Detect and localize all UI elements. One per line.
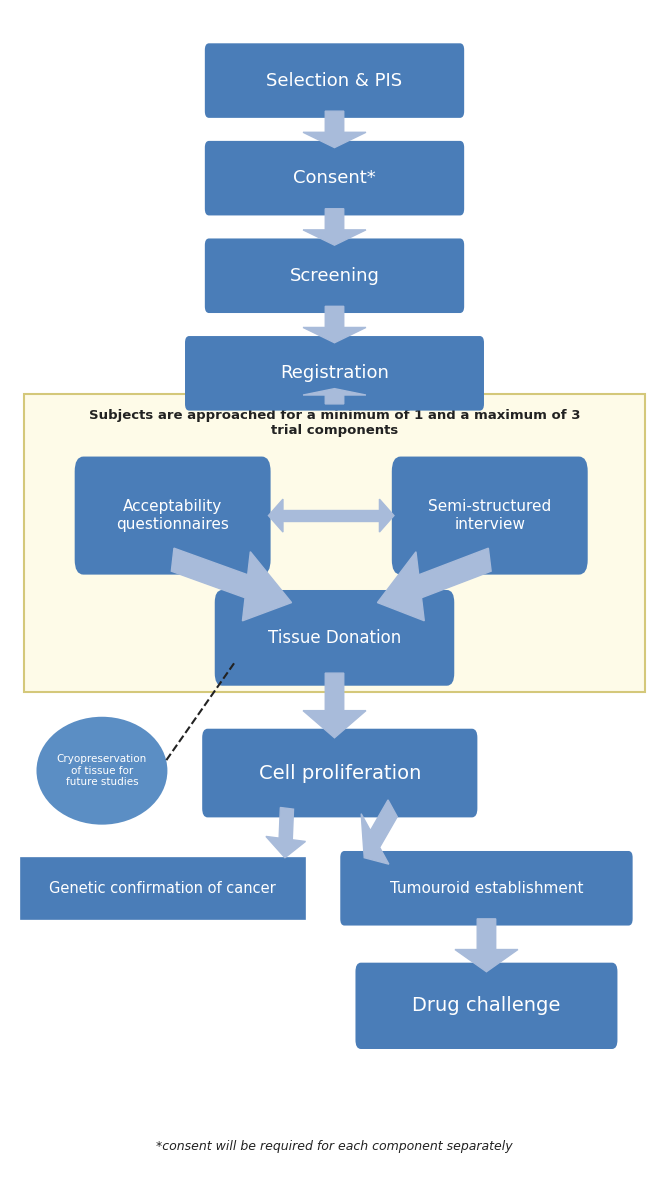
Text: Cell proliferation: Cell proliferation [259, 764, 421, 783]
Text: Subjects are approached for a minimum of 1 and a maximum of 3
trial components: Subjects are approached for a minimum of… [89, 408, 580, 437]
Polygon shape [303, 307, 366, 342]
FancyBboxPatch shape [205, 142, 464, 214]
Polygon shape [379, 500, 394, 532]
Text: Drug challenge: Drug challenge [412, 996, 561, 1016]
Text: Consent*: Consent* [293, 169, 376, 187]
FancyBboxPatch shape [186, 337, 483, 410]
Text: Genetic confirmation of cancer: Genetic confirmation of cancer [50, 881, 276, 896]
FancyBboxPatch shape [215, 591, 454, 684]
Text: Tumouroid establishment: Tumouroid establishment [390, 881, 583, 896]
Text: Acceptability
questionnaires: Acceptability questionnaires [116, 500, 229, 532]
FancyBboxPatch shape [203, 729, 476, 817]
Text: *consent will be required for each component separately: *consent will be required for each compo… [156, 1140, 513, 1153]
Polygon shape [377, 548, 491, 620]
Polygon shape [283, 510, 379, 521]
Text: Registration: Registration [280, 365, 389, 382]
Text: Screening: Screening [290, 266, 379, 284]
Polygon shape [303, 388, 366, 404]
FancyBboxPatch shape [76, 457, 270, 574]
FancyBboxPatch shape [341, 851, 632, 925]
Polygon shape [268, 500, 283, 532]
Text: Selection & PIS: Selection & PIS [266, 71, 403, 90]
FancyBboxPatch shape [21, 857, 305, 919]
FancyBboxPatch shape [24, 394, 645, 691]
FancyBboxPatch shape [393, 457, 587, 574]
Polygon shape [303, 111, 366, 148]
FancyBboxPatch shape [205, 239, 464, 313]
Polygon shape [266, 807, 306, 857]
Polygon shape [303, 208, 366, 245]
Polygon shape [303, 674, 366, 738]
Text: Tissue Donation: Tissue Donation [268, 629, 401, 646]
Polygon shape [361, 800, 397, 864]
Polygon shape [171, 548, 292, 620]
Text: Cryopreservation
of tissue for
future studies: Cryopreservation of tissue for future st… [57, 754, 147, 787]
FancyBboxPatch shape [205, 44, 464, 117]
Text: Semi-structured
interview: Semi-structured interview [428, 500, 551, 532]
Polygon shape [455, 919, 518, 972]
FancyBboxPatch shape [357, 964, 617, 1048]
Ellipse shape [37, 718, 167, 824]
